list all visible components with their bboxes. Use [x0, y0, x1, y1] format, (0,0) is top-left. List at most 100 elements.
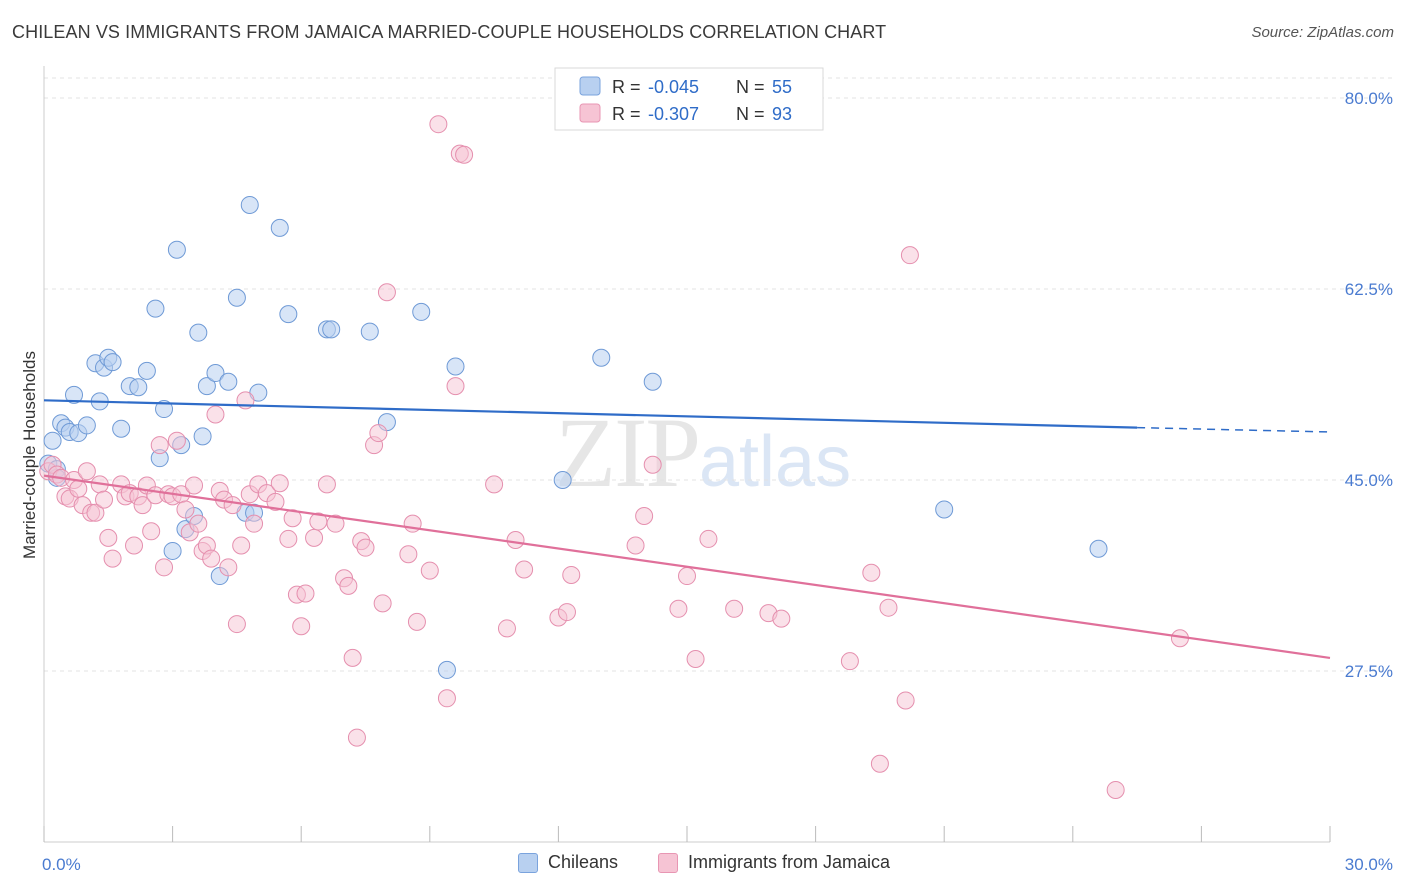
jamaica-point [862, 563, 881, 582]
chilean-point [155, 400, 174, 419]
correlation-legend: R = -0.045 N = 55 R = -0.307 N = 93 [554, 67, 824, 131]
trend-line-jamaica [43, 474, 1331, 659]
jamaica-point [455, 145, 474, 164]
jamaica-point [167, 431, 186, 450]
jamaica-point [506, 531, 525, 550]
jamaica-point [369, 424, 388, 443]
jamaica-point [317, 475, 336, 494]
jamaica-point [699, 529, 718, 548]
jamaica-point [77, 462, 96, 481]
chilean-point [219, 372, 238, 391]
jamaica-points [39, 115, 1189, 799]
jamaica-point [283, 509, 302, 528]
bottom-legend: Chileans Immigrants from Jamaica [0, 852, 1406, 878]
chilean-point [163, 541, 182, 560]
chilean-point [189, 323, 208, 342]
x-tick-label: 30.0% [1345, 855, 1393, 874]
legend-item-chileans: Chileans [518, 852, 618, 873]
jamaica-point [407, 612, 426, 631]
jamaica-point [155, 558, 174, 577]
jamaica-point [446, 377, 465, 396]
chilean-point [935, 500, 954, 519]
legend-item-jamaica: Immigrants from Jamaica [658, 852, 890, 873]
jamaica-point [339, 576, 358, 595]
chart-title: CHILEAN VS IMMIGRANTS FROM JAMAICA MARRI… [12, 22, 887, 42]
jamaica-point [232, 536, 251, 555]
jamaica-point [686, 649, 705, 668]
chilean-point [167, 240, 186, 259]
jamaica-point [223, 496, 242, 515]
jamaica-point [292, 617, 311, 636]
jamaica-point [557, 603, 576, 622]
chilean-point [43, 431, 62, 450]
trend-line-chileans [43, 399, 1138, 429]
jamaica-point [99, 528, 118, 547]
legend-n-value-chileans: 55 [772, 77, 792, 97]
chilean-point [592, 348, 611, 367]
jamaica-point [377, 283, 396, 302]
jamaica-point [485, 475, 504, 494]
chilean-point [137, 361, 156, 380]
watermark-atlas: atlas [699, 422, 852, 502]
jamaica-point [343, 648, 362, 667]
jamaica-point [635, 507, 654, 526]
jamaica-point [678, 567, 696, 586]
legend-swatch-chileans [518, 852, 538, 873]
jamaica-point [279, 529, 298, 548]
chilean-point [103, 353, 122, 372]
jamaica-point [270, 474, 289, 493]
jamaica-point [206, 405, 225, 424]
jamaica-point [896, 691, 915, 710]
jamaica-point [103, 549, 122, 568]
y-tick-labels: 80.0% 62.5% 45.0% 27.5% [1345, 89, 1393, 681]
legend-swatch-jamaica [658, 852, 678, 873]
x-tick-label: 0.0% [42, 855, 81, 874]
jamaica-point [870, 754, 889, 773]
gridlines [44, 77, 1394, 672]
chileans-points [39, 108, 1108, 679]
y-tick-label: 80.0% [1345, 89, 1393, 108]
chilean-point [77, 416, 96, 435]
jamaica-point [150, 436, 169, 455]
legend-label-chileans: Chileans [548, 852, 619, 872]
axes [43, 66, 1331, 843]
jamaica-point [202, 549, 221, 568]
chilean-point [240, 195, 259, 214]
jamaica-point [437, 689, 456, 708]
chilean-point [1089, 539, 1108, 558]
chilean-point [206, 364, 225, 383]
jamaica-point [725, 599, 744, 618]
legend-r-label: R = [612, 104, 641, 124]
chilean-point [553, 471, 572, 489]
x-tick-labels: 0.0% 30.0% [42, 855, 1393, 874]
chilean-point [112, 419, 131, 438]
jamaica-point [840, 652, 859, 671]
jamaica-point [356, 538, 375, 557]
jamaica-point [373, 594, 392, 613]
jamaica-point [69, 479, 88, 498]
jamaica-point [429, 115, 448, 134]
jamaica-point [1106, 780, 1125, 799]
y-tick-label: 62.5% [1345, 280, 1393, 299]
jamaica-point [219, 558, 238, 577]
jamaica-point [296, 584, 315, 603]
chilean-point [446, 357, 465, 376]
jamaica-point [497, 619, 516, 638]
legend-n-label: N = [736, 77, 765, 97]
jamaica-point [227, 615, 246, 634]
jamaica-point [626, 536, 645, 555]
chilean-point [146, 299, 165, 318]
source-note: Source: ZipAtlas.com [1251, 24, 1394, 41]
legend-swatch-jamaica [579, 103, 601, 123]
legend-r-value-chileans: -0.045 [648, 77, 699, 97]
jamaica-point [266, 492, 285, 511]
jamaica-point [142, 522, 161, 541]
jamaica-point [879, 598, 898, 617]
jamaica-point [133, 496, 152, 515]
jamaica-point [189, 514, 208, 533]
chilean-point [227, 288, 246, 307]
legend-swatch-chileans [579, 76, 601, 96]
chilean-point [65, 385, 84, 404]
chilean-point [437, 660, 456, 679]
